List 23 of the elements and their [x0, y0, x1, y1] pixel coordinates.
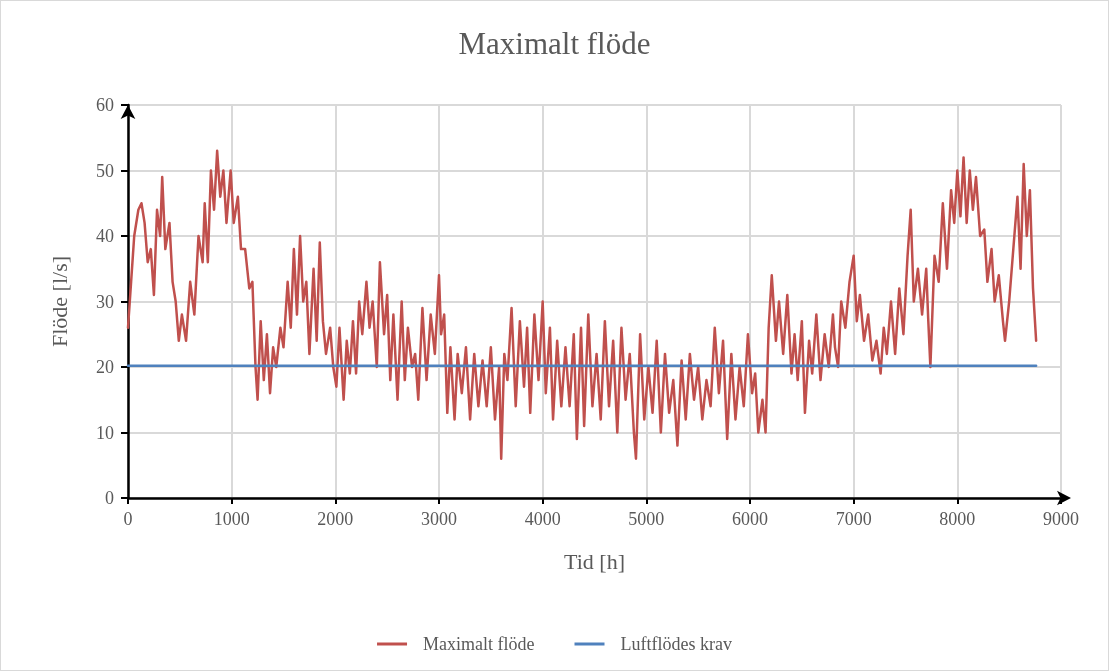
chart-title: Maximalt flöde: [458, 26, 651, 61]
legend-label: Luftflödes krav: [620, 634, 732, 654]
y-tick-label: 0: [105, 488, 114, 508]
x-tick-label: 8000: [939, 509, 976, 529]
x-tick-label: 7000: [835, 509, 872, 529]
x-tick-label: 1000: [213, 509, 250, 529]
x-tick-label: 3000: [421, 509, 457, 529]
x-tick-label: 2000: [317, 509, 354, 529]
y-tick-label: 50: [96, 160, 114, 181]
x-tick-label: 4000: [524, 509, 561, 529]
y-tick-label: 30: [96, 291, 114, 312]
line-series: [126, 149, 1038, 460]
y-tick-label: 20: [96, 357, 114, 377]
x-tick-label: 6000: [732, 509, 768, 529]
y-tick-label: 60: [96, 95, 114, 115]
x-axis-title: Tid [h]: [564, 548, 625, 574]
x-tick-label: 0: [123, 509, 133, 529]
x-tick-label: 9000: [1043, 509, 1079, 529]
legend-label: Maximalt flöde: [423, 634, 535, 654]
y-tick-label: 40: [96, 226, 114, 246]
y-axis-title: Flöde [l/s]: [46, 255, 72, 348]
x-tick-label: 5000: [628, 509, 665, 529]
y-tick-label: 10: [96, 422, 114, 443]
